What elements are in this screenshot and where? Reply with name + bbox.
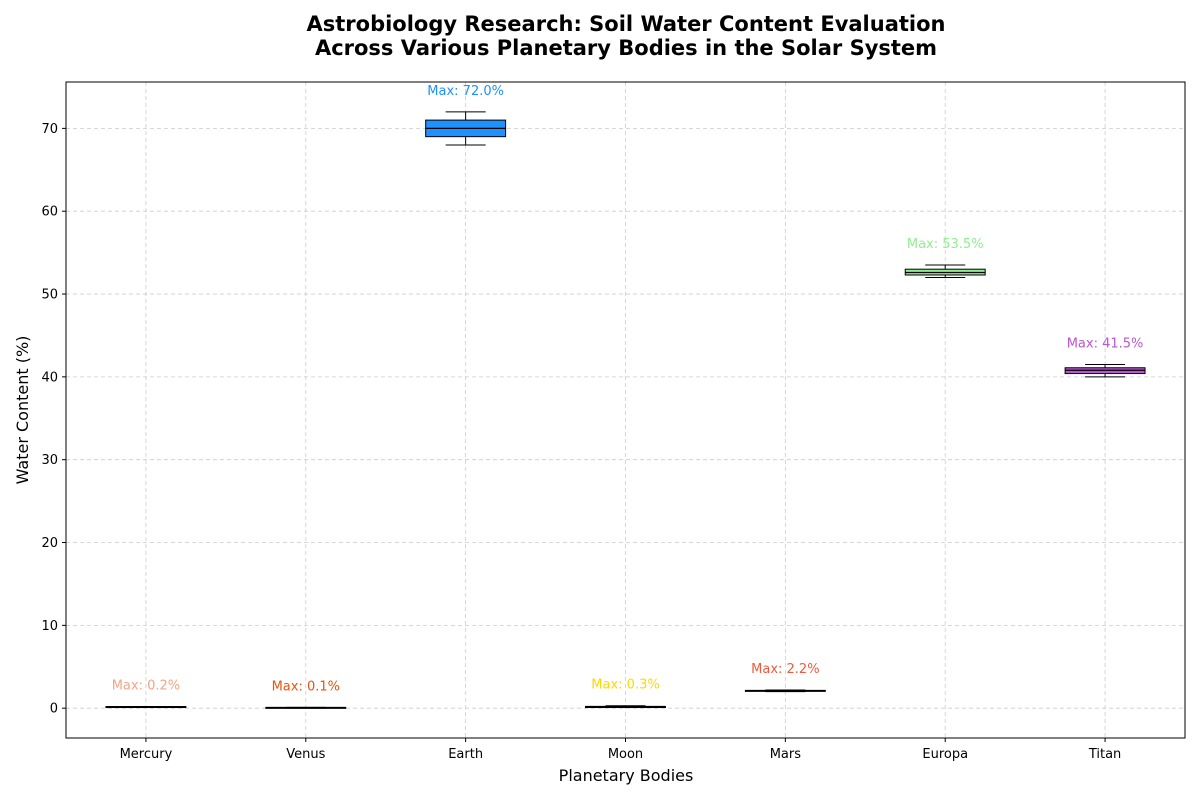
y-axis-label: Water Content (%) — [13, 336, 32, 485]
boxes — [105, 111, 1146, 709]
max-label-moon: Max: 0.3% — [591, 678, 659, 693]
max-labels: Max: 0.2% Max: 0.1% Max: 72.0% Max: 0.3% Max… — [112, 84, 1144, 695]
plot-area-frame — [65, 81, 1186, 739]
y-tick-label: 10 — [41, 619, 58, 634]
y-tick-label: 30 — [41, 453, 58, 468]
x-tick-label: Mars — [770, 747, 802, 762]
x-tick-label: Mercury — [120, 747, 173, 762]
max-label-titan: Max: 41.5% — [1067, 336, 1144, 351]
max-label-mars: Max: 2.2% — [751, 662, 819, 677]
y-tick-label: 0 — [50, 702, 58, 717]
max-label-europa: Max: 53.5% — [907, 237, 984, 252]
axis-ticks: 0 10 20 30 40 50 60 70 Mercury Venus Earth Moon Mars… — [41, 122, 1121, 762]
x-tick-label: Titan — [1088, 747, 1121, 762]
y-tick-label: 70 — [41, 122, 58, 137]
chart-title-line-2: Across Various Planetary Bodies in the S… — [315, 36, 937, 60]
y-tick-label: 40 — [41, 370, 58, 385]
x-tick-label: Europa — [922, 747, 968, 762]
y-tick-label: 50 — [41, 288, 58, 303]
max-label-venus: Max: 0.1% — [272, 679, 340, 694]
y-tick-label: 20 — [41, 536, 58, 551]
x-tick-label: Earth — [448, 747, 483, 762]
y-tick-label: 60 — [41, 205, 58, 220]
x-axis-label: Planetary Bodies — [559, 766, 694, 785]
x-tick-label: Venus — [286, 747, 325, 762]
max-label-earth: Max: 72.0% — [427, 84, 504, 99]
grid-lines — [66, 82, 1185, 738]
max-label-mercury: Max: 0.2% — [112, 679, 180, 694]
x-tick-label: Moon — [608, 747, 643, 762]
chart-title-line-1: Astrobiology Research: Soil Water Conten… — [307, 12, 946, 36]
